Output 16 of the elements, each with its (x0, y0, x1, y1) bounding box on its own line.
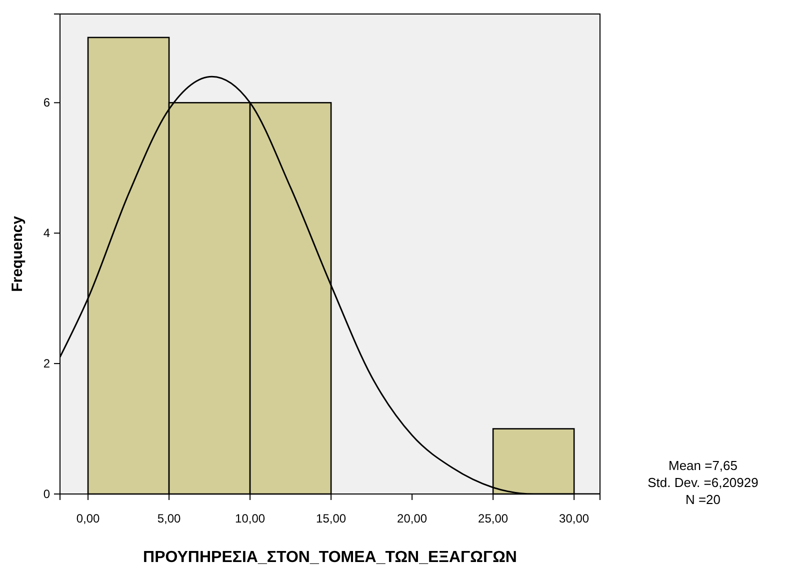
x-tick-label: 15,00 (316, 512, 346, 526)
y-tick-label: 2 (43, 356, 50, 370)
text: N =20 (685, 492, 721, 507)
y-tick-label: 6 (43, 96, 50, 110)
y-axis-title: Frequency (9, 215, 26, 292)
x-tick-label: 25,00 (478, 512, 508, 526)
x-tick-label: 0,00 (76, 512, 100, 526)
x-tick-label: 20,00 (397, 512, 428, 526)
x-tick-label: 5,00 (157, 512, 182, 526)
y-tick-label: 4 (43, 226, 50, 240)
x-axis-title: ΠΡΟΥΠΗΡΕΣΙΑ_ΣΤΟΝ_ΤΟΜΕΑ_ΤΩΝ_ΕΞΑΓΩΓΩΝ (143, 549, 517, 566)
y-tick-label: 0 (43, 486, 50, 501)
x-tick-label: 10,00 (235, 512, 266, 526)
text: Mean =7,65 (668, 458, 738, 473)
text: Std. Dev. =6,20929 (648, 475, 758, 490)
x-tick-label: 30,00 (559, 512, 590, 526)
